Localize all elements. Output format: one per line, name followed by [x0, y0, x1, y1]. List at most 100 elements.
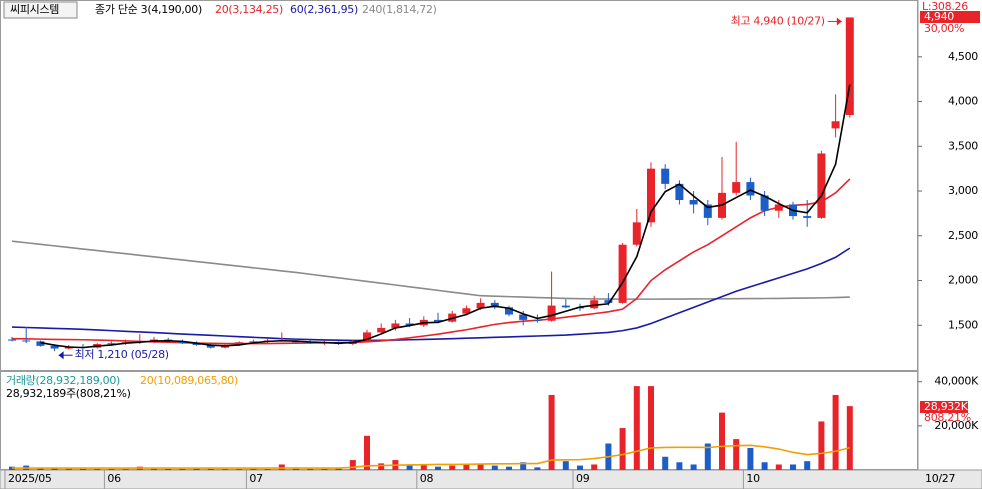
volume-ma-line — [12, 444, 850, 469]
volume-bar — [108, 468, 115, 470]
volume-bar — [477, 464, 484, 470]
candle-body — [405, 323, 414, 326]
volume-bar — [37, 468, 44, 470]
volume-bar — [151, 468, 157, 470]
volume-bar — [165, 468, 172, 470]
volume-bar — [619, 428, 626, 470]
ma-line — [11, 240, 850, 300]
volume-bar — [179, 469, 186, 470]
candle-body — [689, 199, 698, 205]
candle-body — [703, 204, 712, 218]
last-volume-box — [920, 401, 968, 413]
volume-bar — [633, 386, 640, 470]
candle-body — [490, 302, 499, 308]
x-tick-label: 07 — [249, 472, 263, 485]
ma-line — [40, 84, 851, 349]
candle-body — [561, 305, 570, 308]
volume-bar — [648, 386, 654, 470]
volume-bar — [733, 439, 740, 470]
x-tick-label: 2025/05 — [8, 472, 52, 485]
legend-entry: 60(2,361,95) — [290, 3, 358, 16]
volume-bar — [463, 464, 470, 470]
candle-body — [434, 319, 442, 322]
volume-bar — [335, 468, 342, 470]
candle-body — [462, 308, 471, 314]
price-panel — [0, 0, 918, 371]
legend-entry: 240(1,814,72) — [362, 3, 437, 16]
volume-panel — [0, 371, 918, 470]
volume-bar — [704, 443, 711, 470]
volume-bar — [65, 468, 72, 470]
annotation-arrow — [58, 351, 64, 360]
volume-bar — [449, 465, 456, 470]
y-tick-label: 3,000 — [948, 184, 978, 197]
volume-bar — [364, 435, 370, 470]
candle-body — [36, 341, 45, 346]
axis-panel — [918, 0, 982, 470]
x-tick-label: 09 — [576, 472, 590, 485]
legend-entry: 종가 단순 3(4,190,00) — [95, 3, 202, 16]
volume-bar — [577, 465, 583, 470]
volume-bar — [122, 469, 129, 470]
candle-body — [774, 204, 783, 211]
volume-bar — [420, 464, 427, 470]
candle-body — [363, 332, 371, 342]
volume-bar — [264, 469, 271, 470]
volume-bar — [747, 447, 754, 470]
volume-bar — [435, 466, 441, 470]
volume-bar — [293, 468, 299, 470]
volume-bar — [690, 464, 697, 470]
volume-bar — [520, 462, 527, 470]
candle-body — [192, 343, 201, 345]
candle-body — [675, 183, 684, 200]
volume-subtitle: 28,932,189주(808,21%) — [6, 387, 131, 400]
y-tick-label: 4,500 — [948, 50, 978, 63]
candle-body — [22, 340, 31, 342]
candle-body — [505, 307, 513, 315]
candle-body — [803, 216, 812, 218]
volume-bar — [250, 468, 257, 470]
candle-body — [817, 153, 826, 218]
candle-body — [831, 121, 840, 129]
candle-body — [391, 323, 400, 328]
candle-body — [533, 319, 542, 321]
volume-bar — [491, 465, 498, 470]
ma-line — [11, 247, 851, 342]
legend-entry: 거래량(28,932,189,00) — [6, 374, 120, 387]
volume-bar — [761, 462, 768, 470]
candle-body — [760, 195, 769, 211]
y-tick-label: 20,000K — [934, 419, 979, 432]
candle-body — [661, 168, 670, 184]
high-annotation: 최고 4,940 (10/27) — [731, 14, 825, 27]
candle-body — [107, 343, 116, 345]
legend-entry: 20(10,089,065,80) — [140, 374, 238, 387]
y-tick-label: 40,000K — [934, 375, 979, 388]
candle-body — [732, 182, 741, 193]
volume-bar — [349, 460, 356, 470]
candle-body — [8, 339, 16, 341]
volume-bar — [790, 464, 796, 470]
low-annotation: 최저 1,210 (05/28) — [75, 348, 169, 361]
annotation-arrow — [836, 17, 842, 26]
volume-bar — [94, 468, 101, 470]
y-tick-label: 1,500 — [948, 318, 978, 331]
volume-bar — [846, 406, 853, 470]
candle-body — [519, 314, 528, 320]
last-date: 10/27 — [925, 472, 956, 485]
volume-bar — [321, 468, 328, 470]
x-tick-label: 08 — [420, 472, 434, 485]
volume-bar — [222, 469, 228, 470]
corner-label: L:308.26 — [922, 0, 968, 13]
candle-body — [632, 222, 641, 245]
volume-bar — [548, 394, 555, 470]
title-box[interactable] — [3, 1, 78, 19]
volume-bar — [80, 468, 86, 470]
x-tick-label: 10 — [746, 472, 760, 485]
candle-body — [746, 182, 755, 196]
volume-bar — [562, 461, 569, 470]
volume-bar — [775, 464, 782, 470]
candle-body — [206, 344, 215, 348]
volume-bar — [307, 468, 314, 470]
volume-bar — [378, 463, 385, 470]
